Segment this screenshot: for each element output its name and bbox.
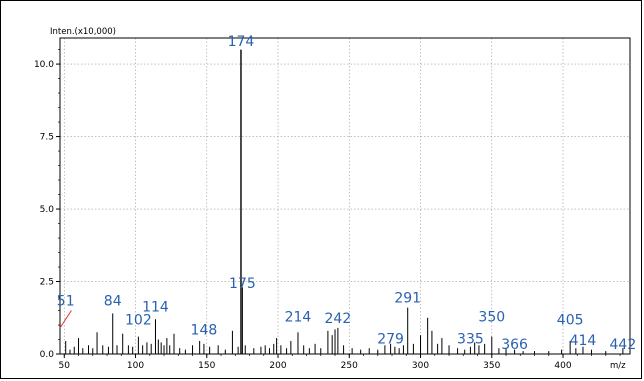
peak-label: 148	[191, 323, 218, 339]
peak-label: 350	[478, 310, 505, 326]
peak-label: 335	[457, 331, 484, 347]
peak-label: 414	[570, 333, 597, 349]
peak-label: 405	[557, 312, 584, 328]
peak-label: 242	[325, 311, 352, 327]
x-tick-label: 250	[341, 361, 358, 371]
y-tick-label: 10.0	[34, 60, 54, 70]
axes: 50 100 150 200 250 300 350 400 0.0 2.5 5.0 7.5 10.0	[34, 37, 631, 371]
peak-label: 174	[228, 34, 255, 50]
y-tick-label: 7.5	[40, 133, 54, 143]
grid	[60, 38, 630, 354]
peak-label: 84	[104, 294, 122, 310]
peak-label: 366	[501, 337, 528, 353]
peak-label: 279	[377, 331, 404, 347]
x-tick-label: 200	[269, 361, 286, 371]
x-axis-title: m/z	[610, 361, 626, 371]
y-tick-label: 5.0	[40, 205, 55, 215]
peak-label: 291	[394, 291, 421, 307]
x-tick-label: 150	[198, 361, 215, 371]
peak-label: 214	[285, 310, 312, 326]
x-tick-label: 350	[483, 361, 500, 371]
x-tick-label: 300	[412, 361, 429, 371]
peak-label: 442	[610, 337, 637, 353]
y-axis-title: Inten.(x10,000)	[50, 27, 116, 37]
peak-label: 102	[125, 312, 152, 328]
y-tick-label: 2.5	[40, 278, 54, 288]
plot-border	[59, 37, 631, 355]
label-pointer-line	[59, 310, 72, 329]
peak-label: 51	[57, 294, 75, 310]
y-tick-label: 0.0	[40, 350, 55, 360]
peak-label: 175	[229, 276, 256, 292]
x-tick-label: 400	[554, 361, 571, 371]
x-tick-label: 100	[127, 361, 144, 371]
x-tick-label: 50	[59, 361, 71, 371]
peaks	[59, 49, 624, 354]
peak-label: 114	[142, 299, 169, 315]
